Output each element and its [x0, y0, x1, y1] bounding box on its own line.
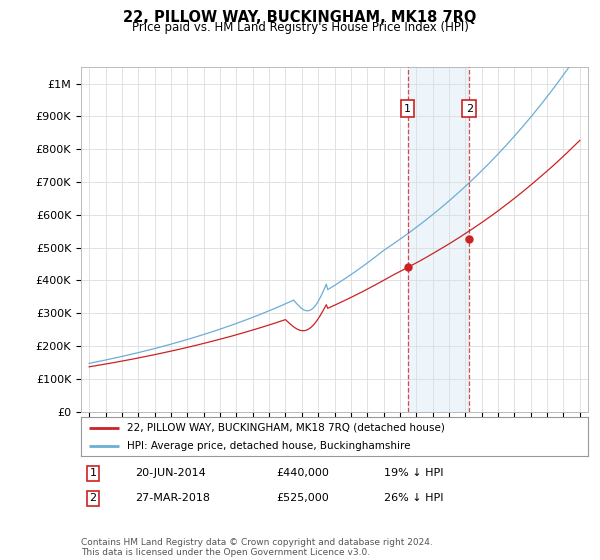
Text: 20-JUN-2014: 20-JUN-2014 — [135, 468, 206, 478]
Text: £440,000: £440,000 — [276, 468, 329, 478]
Text: 27-MAR-2018: 27-MAR-2018 — [135, 493, 210, 503]
Text: 22, PILLOW WAY, BUCKINGHAM, MK18 7RQ: 22, PILLOW WAY, BUCKINGHAM, MK18 7RQ — [124, 10, 476, 25]
Text: £525,000: £525,000 — [276, 493, 329, 503]
Text: 22, PILLOW WAY, BUCKINGHAM, MK18 7RQ (detached house): 22, PILLOW WAY, BUCKINGHAM, MK18 7RQ (de… — [127, 423, 445, 433]
Text: HPI: Average price, detached house, Buckinghamshire: HPI: Average price, detached house, Buck… — [127, 441, 410, 451]
Text: Price paid vs. HM Land Registry's House Price Index (HPI): Price paid vs. HM Land Registry's House … — [131, 21, 469, 34]
Text: 2: 2 — [466, 104, 473, 114]
Text: 19% ↓ HPI: 19% ↓ HPI — [384, 468, 443, 478]
Text: 2: 2 — [89, 493, 97, 503]
Text: 1: 1 — [89, 468, 97, 478]
Text: 26% ↓ HPI: 26% ↓ HPI — [384, 493, 443, 503]
Text: Contains HM Land Registry data © Crown copyright and database right 2024.
This d: Contains HM Land Registry data © Crown c… — [81, 538, 433, 557]
Text: 1: 1 — [404, 104, 411, 114]
